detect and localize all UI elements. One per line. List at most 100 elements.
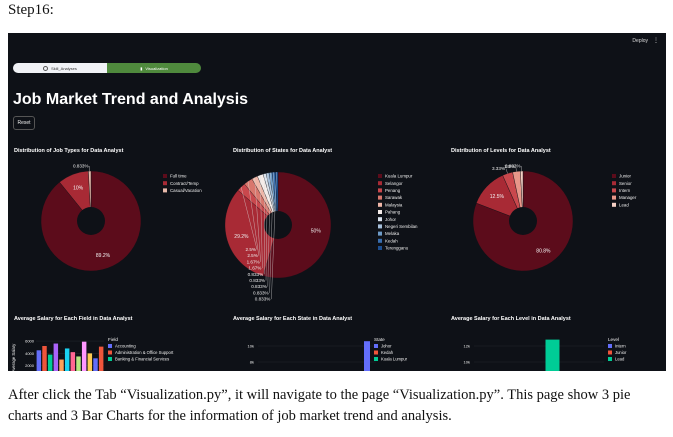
caption-text: After click the Tab “Visualization.py”, … [8, 387, 631, 424]
pie-slice [262, 171, 332, 279]
bar [64, 348, 70, 371]
pie-label: 0.833% [505, 164, 521, 169]
legend-title: Level [608, 337, 619, 342]
deploy-button[interactable]: Deploy [632, 38, 648, 44]
chart-title: Distribution of Job Types for Data Analy… [14, 148, 124, 154]
bar [81, 341, 87, 371]
pie-slice [224, 190, 279, 277]
pie-label: 0.833% [251, 284, 267, 289]
legend-swatch [378, 238, 382, 243]
pie-leader [269, 172, 274, 293]
y-tick-label: 6000 [25, 339, 35, 344]
legend-swatch [378, 181, 382, 186]
chart-icon: ▮ [140, 65, 143, 71]
legend-swatch [608, 344, 612, 348]
legend-label: Senior [619, 181, 632, 186]
pie-label: 3.33% [492, 166, 505, 171]
app-screenshot: Deploy ⋮ Skill_Analyses ▮ Visualization … [8, 33, 666, 371]
legend-label: Kuala Lumpur [381, 357, 408, 362]
pie-label: 0.833% [255, 297, 271, 302]
pie-label: 1.67% [248, 266, 261, 271]
legend-swatch [163, 174, 167, 178]
legend-label: Sarawak [385, 195, 403, 200]
pie-leader [260, 175, 263, 269]
legend-swatch [108, 350, 112, 355]
legend-swatch [108, 357, 112, 361]
legend-swatch [612, 202, 616, 207]
legend-label: Melaka [385, 231, 400, 236]
legend-swatch [378, 174, 382, 178]
legend-label: Negeri Sembilan [385, 224, 418, 229]
legend-title: State [374, 337, 385, 342]
legend-swatch [608, 357, 612, 361]
legend-swatch [374, 350, 378, 355]
legend-label: Kuala Lumpur [385, 174, 413, 179]
bar [545, 339, 560, 371]
pie-hole [264, 211, 292, 239]
bar [87, 353, 93, 371]
legend-swatch [163, 181, 167, 186]
legend-label: Intern [619, 188, 631, 193]
legend-label: Lead [615, 357, 625, 362]
legend-label: Pahang [385, 210, 401, 215]
circle-icon [43, 65, 49, 71]
legend-label: Administration & Office Support [115, 350, 174, 355]
legend-swatch [378, 217, 382, 222]
pie-label: 12.5% [490, 194, 505, 200]
bar [98, 346, 104, 371]
pie-label: 10% [73, 185, 84, 191]
legend-swatch [378, 195, 382, 200]
page-tabs: Skill_Analyses ▮ Visualization [13, 63, 201, 73]
legend-swatch [608, 350, 612, 355]
legend-label: Manager [619, 195, 637, 200]
legend-label: Banking & Financial Services [115, 357, 169, 362]
pie-hole [509, 207, 537, 235]
y-tick-label: 10k [248, 344, 254, 349]
legend-label: Contract/Temp [170, 181, 199, 186]
legend-swatch [378, 210, 382, 214]
pie-leader [265, 173, 268, 281]
bar [364, 341, 370, 371]
legend-swatch [612, 188, 616, 193]
y-tick-label: 4000 [25, 351, 35, 356]
bar [70, 352, 76, 371]
bar [47, 354, 53, 371]
pie-label: 29.2% [234, 234, 249, 240]
legend-label: Accounting [115, 344, 136, 349]
chart-title: Distribution of Levels for Data Analyst [451, 148, 551, 154]
pie-label: 0.833% [249, 278, 265, 283]
pie-leader [505, 168, 508, 174]
tab-skill-analyses-label: Skill_Analyses [51, 65, 77, 71]
legend-swatch [612, 181, 616, 186]
legend-swatch [374, 357, 378, 361]
more-menu-icon[interactable]: ⋮ [653, 38, 659, 44]
legend-swatch [378, 202, 382, 207]
legend-label: Penang [385, 188, 401, 193]
step-label: Step16: [8, 2, 54, 18]
reset-button[interactable]: Reset [13, 116, 35, 130]
pie-leader [254, 177, 261, 262]
pie-label: 89.2% [96, 253, 111, 259]
pie-leader [271, 172, 277, 300]
legend-label: Malaysia [385, 202, 403, 207]
legend-swatch [108, 344, 112, 348]
legend-label: Kedah [381, 350, 394, 355]
page-title: Job Market Trend and Analysis [13, 91, 249, 108]
bar [76, 356, 81, 371]
pie-label: 0.833% [73, 164, 89, 169]
pie-leader [515, 166, 517, 172]
chart-title: Average Salary for Each State in Data An… [233, 316, 353, 322]
bar [53, 343, 59, 371]
legend-label: Kedah [385, 238, 398, 243]
legend-swatch [378, 231, 382, 236]
y-tick-label: 8k [250, 360, 254, 365]
legend-label: Johor [385, 217, 397, 222]
tab-visualization-label: Visualization [145, 65, 168, 71]
charts-canvas: 89.2% 10% 0.833% Full time Contract/Temp Casu… [11, 164, 637, 371]
pie-label: 2.5% [247, 253, 257, 258]
tab-skill-analyses[interactable]: Skill_Analyses [13, 63, 107, 73]
pie-label: 0.833% [253, 290, 269, 295]
tab-visualization[interactable]: ▮ Visualization [107, 63, 201, 73]
pie-hole [77, 207, 105, 235]
legend-title: Field [108, 337, 118, 342]
